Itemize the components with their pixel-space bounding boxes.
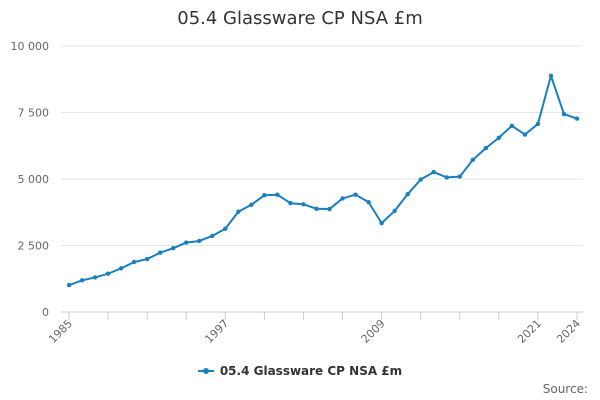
source-label: Source: [542,382,588,396]
data-point[interactable] [118,266,124,271]
data-point[interactable] [223,226,228,231]
data-point[interactable] [470,157,475,163]
data-point[interactable] [353,192,358,197]
data-point[interactable] [418,177,423,182]
data-point[interactable] [548,73,554,78]
data-point[interactable] [379,220,384,226]
data-point[interactable] [184,240,189,245]
data-point[interactable] [340,196,345,201]
data-point[interactable] [431,169,436,175]
data-point[interactable] [301,202,306,207]
y-tick-label: 5 000 [18,173,50,186]
data-point[interactable] [522,132,528,137]
data-point[interactable] [275,192,280,197]
data-point[interactable] [574,116,580,121]
data-point[interactable] [288,201,293,206]
data-point[interactable] [496,135,502,140]
data-point[interactable] [314,206,319,211]
chart-title: 05.4 Glassware CP NSA £m [177,8,423,29]
data-point[interactable] [392,208,397,214]
y-tick-label: 7 500 [18,107,50,120]
data-point[interactable] [171,245,176,251]
data-point[interactable] [144,256,150,262]
x-axis: 1985 1997 2009 2021 2024 [46,311,583,346]
series-line [68,74,578,287]
y-axis-ticks: 0 2 500 5 000 7 500 10 000 [11,40,50,319]
data-point[interactable] [210,233,215,239]
series-layer [66,73,580,288]
data-point[interactable] [457,174,462,179]
data-point[interactable] [197,238,202,244]
data-point[interactable] [535,121,541,127]
y-tick-label: 10 000 [11,40,50,53]
data-point[interactable] [444,175,449,180]
x-tick-label: 1985 [46,317,75,346]
data-point[interactable] [405,191,410,197]
gridlines [61,45,583,246]
y-tick-label: 2 500 [18,240,50,253]
data-point[interactable] [561,111,567,117]
data-point[interactable] [249,202,254,207]
data-point[interactable] [79,278,85,283]
data-point[interactable] [327,206,332,212]
data-point[interactable] [262,193,267,198]
data-point[interactable] [157,250,163,255]
legend[interactable]: 05.4 Glassware CP NSA £m [0,364,600,378]
x-tick-label: 2021 [515,317,544,346]
data-point[interactable] [131,259,137,265]
data-point[interactable] [236,209,241,214]
data-point[interactable] [105,271,111,276]
x-tick-label: 2009 [359,317,388,346]
data-point[interactable] [66,282,72,288]
legend-swatch [197,366,214,376]
data-point[interactable] [366,199,371,205]
data-point[interactable] [92,275,98,280]
data-point[interactable] [483,145,489,151]
data-point[interactable] [509,123,515,128]
x-tick-label: 1997 [202,317,231,346]
legend-label: 05.4 Glassware CP NSA £m [219,364,403,378]
y-tick-label: 0 [42,306,49,319]
x-tick-label: 2024 [554,317,583,346]
